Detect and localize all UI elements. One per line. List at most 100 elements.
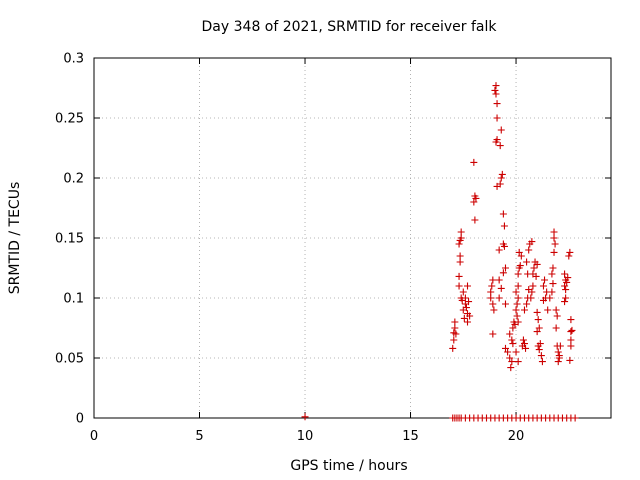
data-point [535,346,543,354]
x-tick-label: 5 [195,429,203,444]
data-point [541,276,549,284]
data-point [504,348,512,356]
data-point [529,282,537,290]
data-point [470,158,478,166]
data-point [517,252,525,260]
data-point [538,358,546,366]
data-point [450,336,458,344]
data-point [549,280,557,288]
data-point [489,300,497,308]
data-point [490,306,498,314]
data-point [509,324,517,332]
data-point [455,272,463,280]
data-point [501,344,509,352]
data-point [455,282,463,290]
data-point [548,288,556,296]
data-point [455,240,463,248]
data-point [493,114,501,122]
data-point [554,358,562,366]
y-tick-label: 0 [76,412,84,427]
data-point [514,358,522,366]
data-point [533,308,541,316]
data-point [508,358,516,366]
data-point [501,300,509,308]
data-point [456,252,464,260]
data-point [489,330,497,338]
data-point [498,170,506,178]
grid-lines [94,58,611,418]
data-point [497,174,505,182]
data-point [515,248,523,256]
data-point [550,228,558,236]
data-point [561,282,569,290]
data-point [506,330,514,338]
data-point [513,312,521,320]
data-point [496,142,504,150]
data-point [539,296,547,304]
data-point [562,286,570,294]
data-point [487,288,495,296]
data-point [553,312,561,320]
data-point [532,272,540,280]
data-point [493,182,501,190]
data-point [567,316,575,324]
data-point [465,298,473,306]
y-tick-label: 0.1 [63,292,84,307]
data-point [548,270,556,278]
data-point [495,246,503,254]
data-point [546,294,554,302]
data-point [567,328,575,336]
x-tick-label: 15 [402,429,419,444]
chart-title: Day 348 of 2021, SRMTID for receiver fal… [202,19,498,35]
data-point [514,282,522,290]
data-point [499,269,507,277]
data-point [497,126,505,134]
data-point [519,336,527,344]
data-point [556,342,564,350]
plot-area-frame [93,57,612,419]
data-point [507,364,515,372]
data-point [534,316,542,324]
data-point [571,414,579,422]
data-point [514,294,522,302]
data-point [493,136,501,144]
data-point [487,294,495,302]
data-point [466,312,474,320]
x-axis-title: GPS time / hours [290,458,407,474]
x-tick-label: 10 [297,429,314,444]
y-tick-label: 0.3 [63,52,84,67]
data-point [301,413,309,421]
data-point [523,258,531,266]
x-tick-labels: 0 5 10 15 20 [90,429,524,444]
data-point [471,216,479,224]
data-point [472,194,480,202]
data-point [530,264,538,272]
x-tick-label: 20 [508,429,525,444]
data-point [460,314,468,322]
data-point [461,294,469,302]
data-point [537,352,545,360]
data-point [561,270,569,278]
data-point [451,324,459,332]
data-point [552,306,560,314]
data-point [451,318,459,326]
data-point [565,252,573,260]
data-point [568,326,576,334]
data-point [512,306,520,314]
data-point [561,298,569,306]
data-point [536,340,544,348]
axis-ticks [93,57,611,419]
data-point [506,354,514,362]
y-tick-label: 0.25 [55,112,84,127]
data-point [456,258,464,266]
data-point [544,306,552,314]
data-point [462,304,470,312]
data-point [464,318,472,326]
data-point [554,348,562,356]
y-tick-labels: 0 0.05 0.1 0.15 0.2 0.25 0.3 [55,52,84,427]
data-point [449,344,457,352]
data-point [493,100,501,108]
data-point [491,86,499,94]
data-point [522,344,530,352]
